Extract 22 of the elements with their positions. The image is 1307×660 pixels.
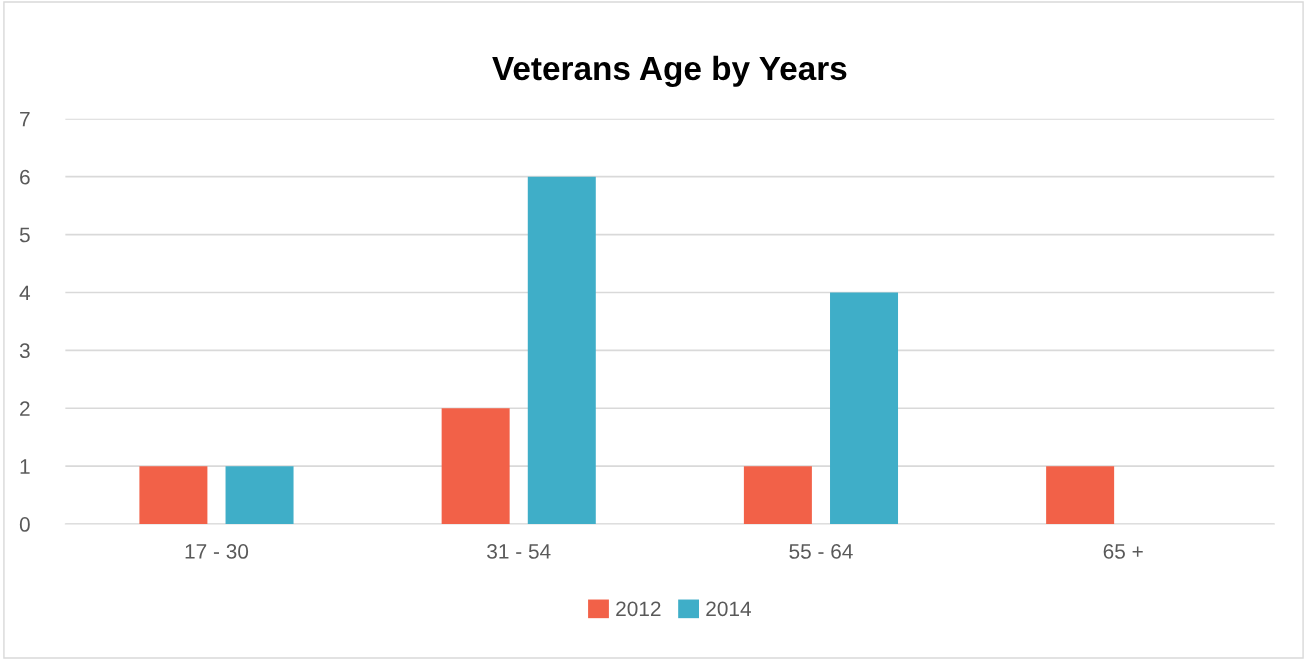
x-tick-label: 31 - 54: [487, 544, 551, 559]
bar: [743, 466, 812, 525]
legend-label: 2012: [616, 601, 661, 617]
y-tick-label: 0: [19, 517, 30, 532]
y-tick-label: 2: [20, 401, 30, 416]
y-tick-label: 4: [19, 285, 31, 301]
x-tick-label: 55 - 64: [789, 544, 853, 559]
y-tick-label: 7: [20, 112, 30, 127]
y-tick-label: 6: [20, 169, 30, 185]
bar: [527, 176, 596, 525]
x-tick-label: 65 +: [1103, 544, 1143, 559]
y-tick-label: 5: [19, 227, 30, 243]
bar: [441, 408, 510, 525]
y-tick-label: 3: [19, 343, 30, 359]
x-tick-label: 17 - 30: [185, 544, 249, 559]
bar: [139, 466, 208, 525]
bar: [1046, 466, 1115, 525]
chart-title: Veterans Age by Years: [492, 55, 847, 87]
legend-label: 2014: [706, 601, 751, 617]
bar: [225, 466, 294, 525]
bar: [830, 292, 899, 525]
y-tick-label: 1: [20, 459, 30, 474]
